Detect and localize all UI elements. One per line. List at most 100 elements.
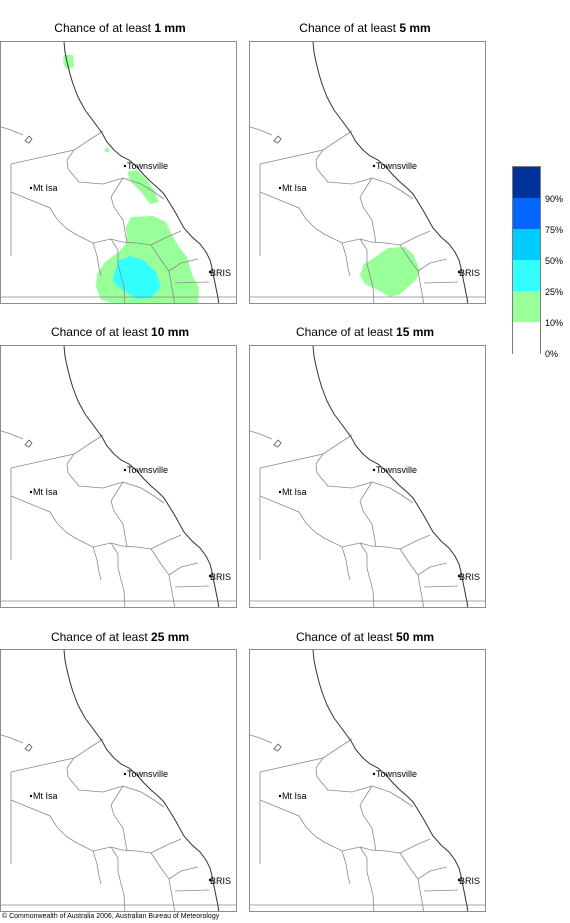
legend-label-75: 75% bbox=[545, 225, 564, 235]
legend-label-10: 10% bbox=[545, 318, 564, 328]
district-border bbox=[399, 548, 425, 607]
district-border bbox=[250, 126, 273, 136]
legend-label-0: 0% bbox=[545, 349, 559, 359]
district-border bbox=[341, 850, 351, 885]
label-brisbane: BRIS bbox=[210, 876, 231, 886]
label-townsville: Townsville bbox=[376, 465, 417, 475]
mt-isa-marker bbox=[278, 186, 282, 190]
district-border bbox=[10, 799, 152, 854]
legend-swatch-90 bbox=[513, 167, 540, 198]
legend-swatch-25 bbox=[513, 260, 540, 291]
brisbane-marker bbox=[208, 878, 212, 882]
townsville-marker bbox=[123, 772, 127, 776]
coastline bbox=[63, 650, 220, 911]
district-border bbox=[168, 562, 199, 576]
district-border bbox=[359, 238, 375, 303]
district-border bbox=[423, 889, 459, 892]
district-border bbox=[359, 481, 377, 548]
district-border bbox=[315, 757, 373, 793]
label-mt-isa: Mt Isa bbox=[33, 183, 58, 193]
district-border bbox=[10, 738, 104, 773]
townsville-marker bbox=[372, 468, 376, 472]
district-border bbox=[168, 258, 199, 272]
district-border bbox=[399, 244, 425, 303]
district-border bbox=[259, 799, 401, 854]
district-border bbox=[122, 785, 165, 808]
district-border bbox=[399, 838, 431, 854]
legend-label-90: 90% bbox=[545, 194, 564, 204]
mt-isa-marker bbox=[278, 794, 282, 798]
panel-title: Chance of at least 1 mm bbox=[54, 21, 186, 35]
district-border bbox=[110, 785, 128, 852]
probability-area bbox=[105, 148, 109, 152]
district-border bbox=[1, 734, 24, 744]
map-panel: Townsville Mt Isa BRIS bbox=[0, 345, 237, 608]
district-border bbox=[122, 177, 165, 200]
legend-swatch-50 bbox=[513, 229, 540, 260]
district-border bbox=[341, 546, 351, 581]
district-border bbox=[371, 785, 414, 808]
island-outline bbox=[24, 439, 33, 448]
district-border bbox=[259, 495, 401, 550]
district-border bbox=[250, 430, 273, 440]
coastline bbox=[312, 42, 469, 303]
district-border bbox=[417, 866, 448, 880]
probability-area bbox=[63, 55, 74, 69]
district-border bbox=[110, 846, 126, 911]
map-panel: Townsville Mt Isa BRIS bbox=[249, 345, 486, 608]
district-border bbox=[259, 130, 353, 165]
district-border bbox=[423, 585, 459, 588]
label-brisbane: BRIS bbox=[459, 268, 480, 278]
legend-swatch-75 bbox=[513, 198, 540, 229]
panel-title: Chance of at least 10 mm bbox=[50, 325, 190, 339]
townsville-marker bbox=[123, 468, 127, 472]
label-mt-isa: Mt Isa bbox=[282, 487, 307, 497]
district-border bbox=[92, 546, 102, 581]
district-border bbox=[66, 757, 124, 793]
island-outline bbox=[273, 439, 282, 448]
district-border bbox=[371, 177, 414, 200]
district-border bbox=[10, 495, 152, 550]
district-border bbox=[110, 481, 128, 548]
townsville-marker bbox=[372, 772, 376, 776]
brisbane-marker bbox=[457, 270, 461, 274]
district-border bbox=[150, 244, 176, 303]
district-border bbox=[1, 126, 24, 136]
district-border bbox=[417, 562, 448, 576]
district-border bbox=[359, 846, 375, 911]
district-border bbox=[174, 585, 210, 588]
coastline bbox=[312, 346, 469, 607]
legend-swatch-10 bbox=[513, 291, 540, 322]
townsville-marker bbox=[123, 164, 127, 168]
panel-title: Chance of at least 5 mm bbox=[299, 21, 431, 35]
district-border bbox=[168, 866, 199, 880]
district-border bbox=[341, 242, 351, 277]
district-border bbox=[92, 242, 102, 277]
district-border bbox=[359, 785, 377, 852]
copyright-footer: © Commonwealth of Australia 2006, Austra… bbox=[2, 913, 220, 920]
label-mt-isa: Mt Isa bbox=[282, 791, 307, 801]
district-border bbox=[122, 481, 165, 504]
district-border bbox=[371, 481, 414, 504]
district-border bbox=[399, 852, 425, 911]
district-border bbox=[1, 430, 24, 440]
map-panel: Townsville Mt Isa BRIS bbox=[249, 649, 486, 912]
district-border bbox=[417, 258, 448, 272]
district-border bbox=[150, 230, 182, 246]
label-townsville: Townsville bbox=[127, 769, 168, 779]
district-border bbox=[315, 453, 373, 489]
district-border bbox=[259, 738, 353, 773]
district-border bbox=[399, 534, 431, 550]
district-border bbox=[423, 281, 459, 284]
island-outline bbox=[24, 743, 33, 752]
legend-label-25: 25% bbox=[545, 287, 564, 297]
brisbane-marker bbox=[457, 574, 461, 578]
coastline bbox=[63, 346, 220, 607]
mt-isa-marker bbox=[29, 794, 33, 798]
label-townsville: Townsville bbox=[127, 465, 168, 475]
district-border bbox=[259, 191, 401, 246]
map-panel: Townsville Mt Isa BRIS bbox=[249, 41, 486, 304]
coastline bbox=[312, 650, 469, 911]
townsville-marker bbox=[372, 164, 376, 168]
district-border bbox=[66, 453, 124, 489]
